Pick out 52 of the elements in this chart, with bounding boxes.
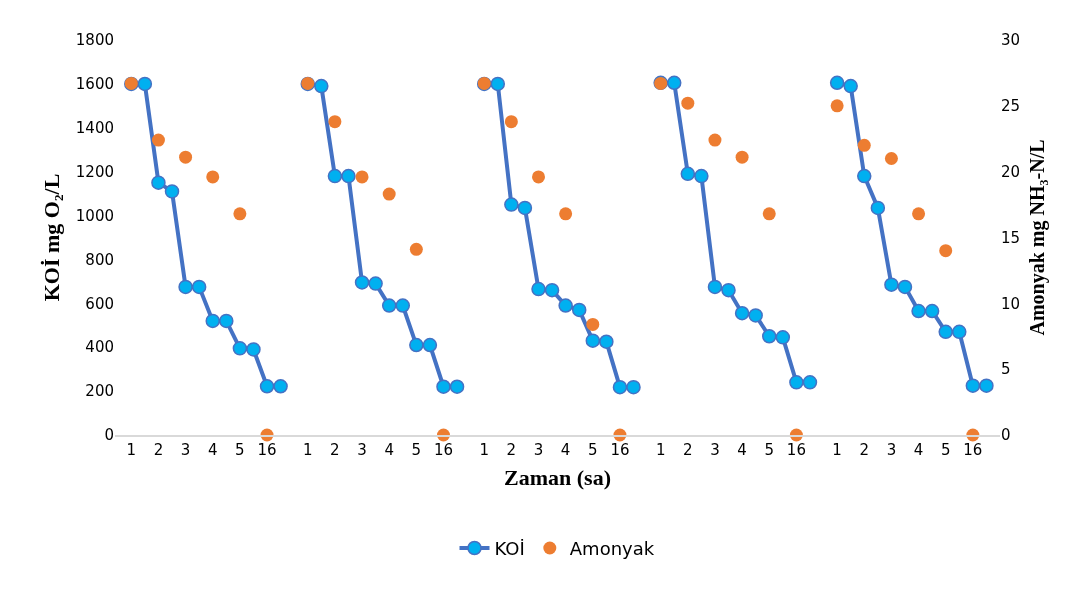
- y-tick-label: 600: [85, 294, 114, 313]
- x-tick-label: 5: [588, 440, 598, 459]
- x-tick-label: 2: [330, 440, 340, 459]
- legend-label: Amonyak: [569, 538, 655, 560]
- x-tick-label: 2: [683, 440, 693, 459]
- x-tick-label: 3: [180, 440, 191, 459]
- x-tick-label: 16: [433, 440, 454, 459]
- x-tick-label: 3: [710, 440, 720, 459]
- y2-axis-title: Amonyak mg NH₃-N/L: [1025, 139, 1049, 336]
- y-tick-label: 0: [104, 426, 114, 445]
- x-tick-label: 4: [560, 440, 571, 459]
- y2-tick-label: 10: [1001, 294, 1021, 313]
- x-tick-label: 3: [533, 440, 544, 459]
- x-tick-label: 1: [479, 440, 489, 459]
- y-tick-label: 1800: [75, 31, 114, 50]
- x-tick-label: 4: [737, 440, 747, 459]
- y2-tick-label: 15: [1001, 228, 1021, 247]
- x-tick-label: 4: [207, 440, 218, 459]
- x-tick-label: 1: [302, 440, 313, 459]
- y2-tick-label: 20: [1001, 162, 1021, 181]
- x-tick-label: 16: [257, 440, 277, 459]
- y2-tick-label: 0: [1001, 426, 1011, 445]
- x-tick-label: 16: [963, 440, 983, 459]
- y-tick-label: 1200: [75, 162, 114, 181]
- x-tick-label: 3: [886, 440, 897, 459]
- x-tick-label: 3: [357, 440, 367, 459]
- y-axis-title: KOİ mg O₂/L: [38, 173, 64, 302]
- x-tick-label: 16: [610, 440, 630, 459]
- x-tick-label: 4: [384, 440, 394, 459]
- x-tick-label: 2: [506, 440, 517, 459]
- x-tick-label: 1: [655, 440, 666, 459]
- legend-label: KOİ: [494, 538, 525, 560]
- x-tick-label: 1: [832, 440, 842, 459]
- y-tick-label: 1600: [75, 75, 114, 94]
- x-tick-label: 5: [411, 440, 422, 459]
- y-tick-label: 1400: [75, 119, 114, 138]
- x-tick-label: 2: [153, 440, 164, 459]
- x-tick-label: 2: [859, 440, 870, 459]
- x-tick-label: 1: [126, 440, 137, 459]
- y-tick-label: 800: [85, 250, 114, 269]
- x-tick-label: 5: [764, 440, 775, 459]
- y-tick-label: 1000: [75, 206, 114, 225]
- y2-tick-label: 25: [1001, 97, 1021, 116]
- x-tick-label: 5: [235, 440, 245, 459]
- y-tick-label: 400: [85, 338, 114, 357]
- x-axis-title: Zaman (sa): [504, 465, 611, 491]
- x-tick-label: 16: [786, 440, 806, 459]
- y-tick-label: 200: [85, 382, 114, 401]
- y2-tick-label: 5: [1001, 360, 1011, 379]
- y2-tick-label: 30: [1001, 31, 1021, 50]
- x-tick-label: 4: [913, 440, 924, 459]
- x-tick-label: 5: [940, 440, 951, 459]
